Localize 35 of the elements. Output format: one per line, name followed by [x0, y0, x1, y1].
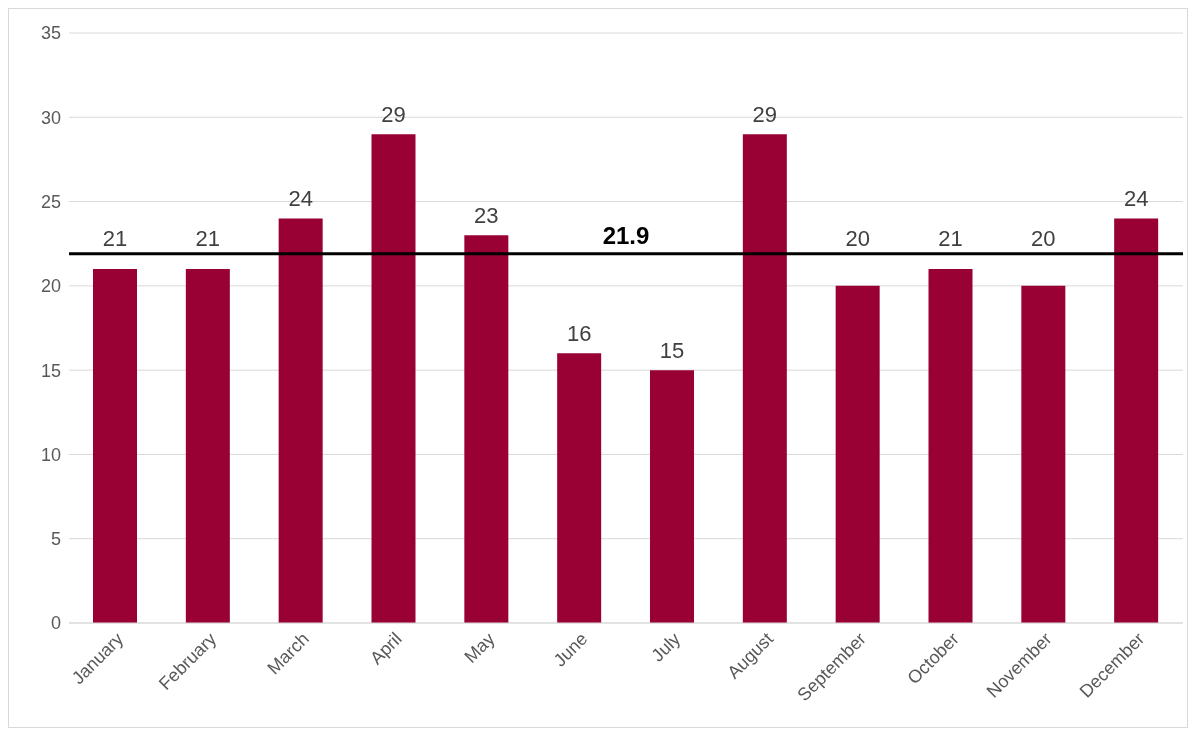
bar [371, 134, 416, 623]
ref-line-label: 21.9 [602, 221, 650, 249]
bar [1021, 285, 1066, 623]
y-tick-label: 0 [50, 613, 61, 634]
bar [650, 370, 694, 623]
data-label: 21 [102, 225, 128, 251]
y-tick-label: 25 [40, 191, 61, 212]
data-label: 16 [566, 321, 592, 347]
data-label: 24 [288, 186, 313, 212]
data-label: 20 [845, 225, 870, 251]
bar [928, 269, 973, 623]
y-tick-label: 20 [40, 276, 61, 297]
data-label: 29 [381, 102, 406, 128]
y-tick-label: 30 [40, 107, 61, 128]
bar [185, 269, 230, 623]
y-tick-label: 10 [40, 444, 61, 465]
x-tick-label: July [647, 628, 685, 666]
data-label: 29 [752, 102, 778, 128]
x-tick-label: May [460, 628, 499, 667]
data-label: 20 [1031, 225, 1056, 251]
y-tick-label: 5 [50, 529, 61, 550]
bar [835, 285, 880, 623]
bar [93, 269, 137, 623]
data-label: 15 [659, 338, 685, 364]
bar [1114, 218, 1159, 623]
bar [278, 218, 323, 623]
data-label: 24 [1123, 186, 1149, 212]
y-tick-label: 35 [40, 23, 61, 44]
data-label: 21 [938, 225, 963, 251]
y-tick-label: 15 [40, 360, 61, 381]
data-label: 23 [474, 203, 499, 229]
bar [557, 353, 602, 623]
data-label: 21 [195, 225, 221, 251]
bar [464, 235, 509, 623]
bar [742, 134, 787, 623]
